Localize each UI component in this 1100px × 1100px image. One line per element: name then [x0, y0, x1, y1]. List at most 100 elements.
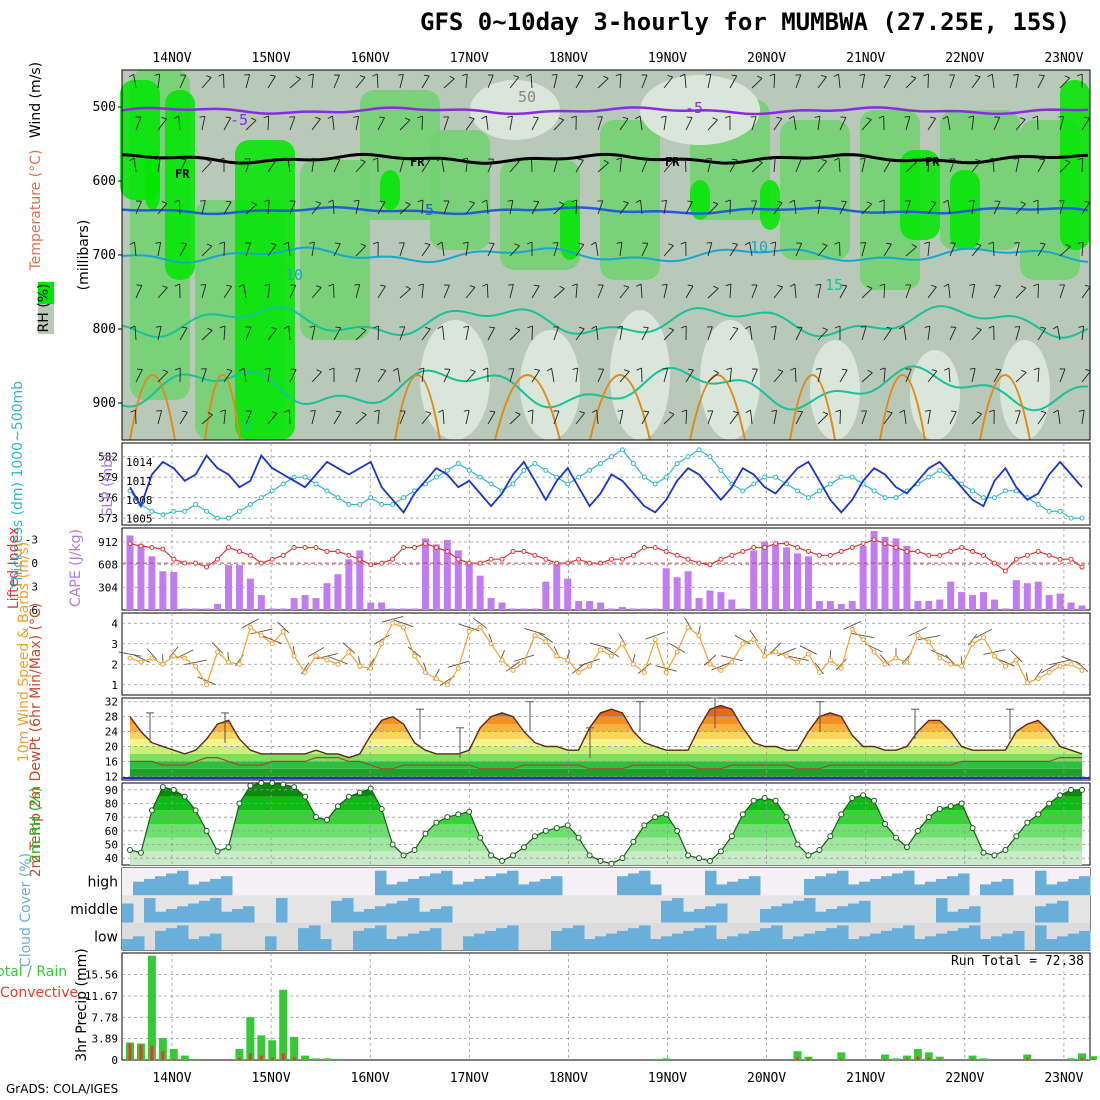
wind-barb-shaft	[1015, 410, 1021, 425]
rh-marker	[882, 821, 889, 827]
wind-barb-shaft	[442, 410, 445, 425]
cape-bar	[629, 608, 637, 610]
wind-barb-flag	[220, 409, 226, 412]
wind-barb-flag	[1058, 116, 1064, 118]
wind-barb-flag	[354, 368, 361, 370]
wind-barb-shaft	[971, 200, 975, 215]
wind-barb	[597, 368, 605, 383]
precip-convective-bar	[927, 1057, 931, 1060]
wind-barb-flag	[860, 242, 866, 244]
temp-band	[130, 746, 1082, 754]
wind-barb-flag	[579, 411, 585, 414]
wind-barb-flag	[975, 243, 982, 246]
wind-barb-shaft	[641, 158, 648, 173]
thickness-marker	[816, 488, 822, 494]
wind-barb	[399, 410, 406, 425]
wind-speed-marker	[893, 655, 899, 661]
cape-bar	[553, 563, 561, 610]
wind-barb-shaft	[947, 116, 951, 131]
wind-barb	[527, 325, 533, 341]
wind-barb-shaft	[333, 159, 341, 173]
cloud-cell	[166, 909, 178, 923]
wind-barb	[790, 367, 797, 383]
wind-speed-marker	[849, 626, 855, 632]
wind-barb-flag	[1059, 368, 1066, 370]
wind-barb-flag	[399, 326, 405, 328]
cloud-layer-label: low	[94, 929, 118, 945]
isotherm-warm	[879, 374, 926, 441]
wind-barb-shaft	[553, 326, 559, 341]
rh-marker	[170, 786, 177, 793]
wind-barb-shaft	[509, 76, 520, 89]
wind-barb-flag	[878, 115, 884, 119]
precip-total-bar	[279, 989, 288, 1060]
wind-barb-flag	[155, 325, 162, 328]
wind-barb-flag	[949, 74, 955, 76]
wind-barb-flag	[642, 158, 648, 160]
wind-barb	[157, 117, 167, 131]
thickness-marker	[532, 461, 538, 466]
wind-barb-shaft	[465, 158, 469, 173]
wind-barb-shaft	[749, 326, 753, 341]
wind-barb-flag	[942, 115, 948, 120]
precip-convective-bar	[971, 1058, 975, 1060]
wind-barb-shaft	[905, 77, 917, 89]
wind-barb-shaft	[685, 201, 693, 215]
wind-barb-shaft	[927, 370, 938, 383]
wind-speed-marker	[160, 661, 166, 667]
cape-panel-frame	[121, 527, 1091, 611]
cloud-cell	[177, 925, 189, 950]
wind-barb	[1015, 369, 1027, 383]
cloud-cell	[122, 903, 134, 923]
lifted-index-marker	[204, 564, 210, 570]
wind-barb	[923, 73, 929, 89]
wind-barb	[967, 633, 978, 646]
cape-bar	[826, 601, 834, 610]
rh-marker	[127, 846, 133, 853]
wind-barb-flag	[360, 243, 366, 247]
wind-barb-flag	[668, 243, 674, 247]
wind-barb	[641, 74, 648, 89]
temp-fill	[130, 705, 1082, 780]
cloud-cell	[661, 936, 673, 950]
wind-barb	[481, 115, 489, 131]
wind-barb-shaft	[773, 242, 777, 257]
lifted-index-marker	[1057, 556, 1063, 562]
wind-barb	[551, 73, 558, 89]
wind-barb-flag	[731, 74, 737, 77]
wind-barb	[879, 199, 885, 215]
tick-label: 28	[105, 711, 118, 724]
wind-barb	[924, 241, 930, 257]
cloud-cell	[166, 873, 178, 896]
wind-barb-flag	[129, 157, 135, 162]
slp-line	[129, 453, 1083, 514]
wind-barb-flag	[417, 199, 424, 203]
wind-speed-marker	[1035, 676, 1041, 682]
temp-band	[130, 724, 1082, 732]
lifted-index-line	[129, 539, 1083, 572]
lifted-index-marker	[718, 556, 724, 562]
wind-barb	[817, 74, 827, 89]
cape-bar	[367, 602, 375, 610]
wind-barb-flag	[463, 325, 469, 328]
cloud-cell	[507, 925, 519, 950]
rh-marker	[739, 811, 746, 818]
wind-barb-flag	[833, 157, 840, 161]
cloud-cell	[1046, 939, 1058, 950]
cloud-cell	[408, 898, 420, 923]
wind-barb	[987, 157, 995, 173]
li-tick-label: 3	[31, 581, 38, 594]
lifted-index-marker	[138, 543, 144, 549]
wind-barb-flag	[841, 284, 847, 287]
wind-barb-flag	[911, 159, 917, 163]
wind-barb-flag	[398, 242, 405, 244]
wind-barb-flag	[577, 74, 584, 77]
wind-barb-flag	[822, 411, 829, 415]
cloud-cell	[936, 878, 948, 896]
wind-barb-flag	[526, 157, 532, 161]
date-label-bottom: 14NOV	[152, 1071, 191, 1086]
wind-barb	[473, 618, 488, 629]
wind-barb	[507, 115, 513, 131]
wind-barb-shaft	[883, 412, 893, 425]
wind-barb-shaft	[135, 285, 143, 299]
